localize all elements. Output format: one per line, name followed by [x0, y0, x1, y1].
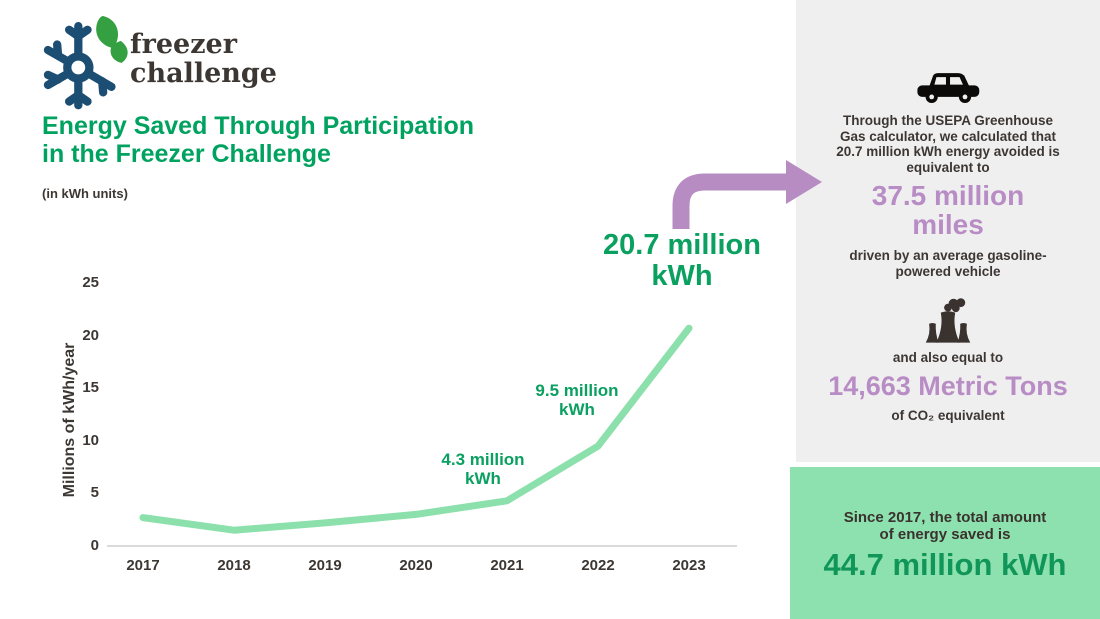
x-label-2019: 2019	[308, 557, 342, 574]
x-label-2020: 2020	[399, 557, 433, 574]
logo-wordmark: freezer challenge	[130, 30, 277, 88]
total-energy-summary-box: Since 2017, the total amount of energy s…	[790, 467, 1100, 619]
epa-calculator-text: Through the USEPA Greenhouse Gas calcula…	[836, 113, 1060, 175]
y-tick-20: 20	[82, 326, 99, 344]
data-label-2023-value: 20.7 million	[603, 229, 761, 261]
data-label-2023: 20.7 million kWh	[567, 230, 797, 292]
y-tick-5: 5	[90, 484, 99, 502]
data-label-2021-unit: kWh	[465, 469, 501, 488]
y-tick-0: 0	[90, 537, 99, 554]
data-label-2022: 9.5 million kWh	[497, 381, 657, 419]
summary-caption: Since 2017, the total amount of energy s…	[843, 509, 1047, 543]
logo-word-1: freezer	[130, 29, 237, 60]
equal-to-text: and also equal to	[892, 350, 1004, 365]
title-line-2: in the Freezer Challenge	[42, 140, 331, 168]
factory-icon	[925, 298, 971, 343]
equivalency-panel: Through the USEPA Greenhouse Gas calcula…	[796, 0, 1100, 462]
data-label-2021: 4.3 million kWh	[403, 450, 563, 488]
miles-stat-value: 37.5 million miles	[871, 180, 1025, 240]
x-label-2018: 2018	[217, 557, 251, 574]
car-icon	[917, 73, 980, 103]
data-label-2023-unit: kWh	[651, 260, 713, 292]
data-label-2022-unit: kWh	[559, 400, 595, 419]
co2-stat-caption: of CO₂ equivalent	[891, 408, 1005, 423]
miles-stat-caption: driven by an average gasoline-powered ve…	[849, 248, 1047, 279]
y-tick-25: 25	[82, 274, 99, 291]
y-tick-15: 15	[82, 379, 99, 397]
x-label-2021: 2021	[490, 557, 524, 574]
chart-line	[139, 324, 693, 534]
snowflake-leaf-icon	[43, 16, 128, 110]
summary-value: 44.7 million kWh	[823, 547, 1067, 582]
arrow-icon	[672, 160, 822, 229]
page-title: Energy Saved Through Participation in th…	[42, 112, 474, 168]
title-line-1: Energy Saved Through Participation	[42, 112, 475, 140]
x-label-2017: 2017	[126, 557, 160, 574]
co2-stat-value: 14,663 Metric Tons	[828, 371, 1068, 401]
logo-word-2: challenge	[130, 58, 277, 89]
y-tick-10: 10	[82, 431, 99, 449]
x-label-2022: 2022	[581, 557, 615, 574]
data-label-2022-value: 9.5 million	[535, 381, 619, 400]
data-label-2021-value: 4.3 million	[441, 450, 525, 469]
chart-units-subtitle: (in kWh units)	[42, 186, 128, 201]
x-label-2023: 2023	[672, 557, 706, 574]
